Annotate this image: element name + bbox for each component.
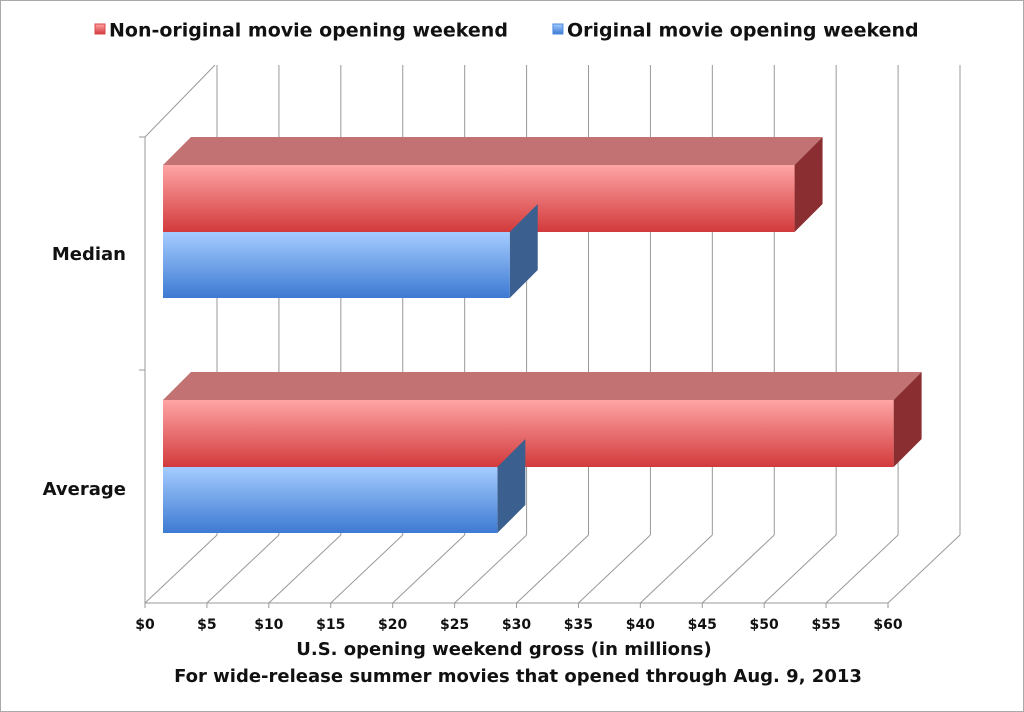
- bar-side: [794, 137, 823, 232]
- grid-line: [825, 534, 899, 604]
- x-tick-label: $60: [873, 617, 902, 633]
- grid-line: [206, 534, 280, 604]
- category-label: Average: [43, 479, 126, 500]
- grid-line: [330, 534, 404, 604]
- legend-label: Original movie opening weekend: [567, 20, 919, 42]
- bar: [163, 165, 795, 232]
- legend-label: Non-original movie opening weekend: [109, 20, 508, 42]
- x-tick-label: $5: [197, 617, 216, 633]
- grid-line: [701, 534, 775, 604]
- left-wall-edge: [144, 64, 216, 138]
- grid-line: [578, 534, 651, 604]
- bar: [163, 467, 498, 533]
- x-tick-label: $20: [378, 617, 407, 633]
- bar: [163, 400, 894, 467]
- x-tick-label: $25: [440, 617, 469, 633]
- grid-line: [268, 534, 342, 604]
- legend-swatch: [94, 23, 106, 35]
- bar: [163, 232, 510, 298]
- x-tick-label: $45: [688, 617, 717, 633]
- grid-line: [516, 534, 589, 604]
- x-axis-title: U.S. opening weekend gross (in millions): [296, 639, 712, 660]
- legend-swatch: [552, 23, 564, 35]
- note: For wide-release summer movies that open…: [174, 666, 862, 687]
- x-tick-label: $35: [564, 617, 593, 633]
- grid-line: [144, 534, 218, 604]
- bar-top: [163, 137, 823, 165]
- x-tick-label: $0: [135, 617, 155, 633]
- x-tick-label: $50: [750, 617, 779, 633]
- x-tick-label: $30: [502, 617, 531, 633]
- grid-line: [763, 534, 837, 604]
- x-tick-label: $10: [254, 617, 283, 633]
- grid-line: [887, 534, 961, 604]
- bar-top: [163, 372, 922, 400]
- bar-side: [509, 204, 538, 298]
- grid-line: [392, 534, 466, 604]
- bar-side: [497, 439, 526, 533]
- category-label: Median: [52, 244, 126, 265]
- grid-line: [454, 534, 527, 604]
- x-tick-label: $40: [626, 617, 655, 633]
- grid-line: [639, 534, 713, 604]
- x-tick-label: $15: [316, 617, 345, 633]
- bar-side: [893, 372, 922, 467]
- x-tick-label: $55: [811, 617, 840, 633]
